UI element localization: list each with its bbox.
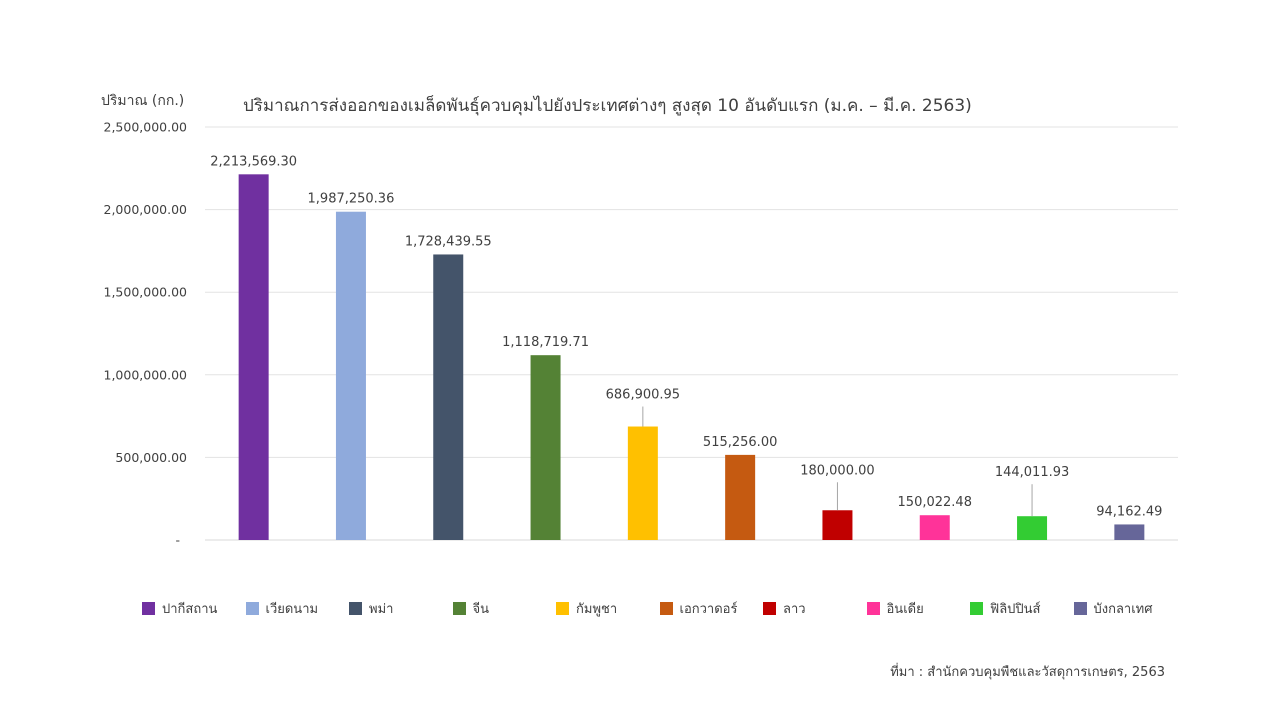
legend-label: อินเดีย [886,602,924,617]
bar-10 [1114,524,1145,540]
legend-swatch [142,602,155,615]
bar-4 [530,355,561,540]
y-tick-label: 2,000,000.00 [104,202,188,217]
bar-2 [335,211,366,540]
legend-item: อินเดีย [866,598,924,619]
chart-legend: ปากีสถาน เวียดนาม พม่า จีน กัมพูชา เอกวาดอร์ ล… [142,598,1182,620]
data-label: 2,213,569.30 [210,154,297,169]
legend-swatch [1073,602,1087,615]
y-tick-label: - [175,533,180,548]
bar-9 [1017,516,1048,540]
data-label: 515,256.00 [703,435,777,450]
bar-3 [433,254,464,540]
data-label: 180,000.00 [800,463,874,478]
data-label: 150,022.48 [898,495,972,510]
legend-swatch [659,602,673,615]
data-label: 686,900.95 [606,388,680,403]
data-label: 1,987,250.36 [308,192,395,207]
legend-swatch [970,602,983,615]
legend-item: บังกลาเทศ [1073,598,1153,619]
legend-item: เวียดนาม [245,598,319,619]
bar-5 [627,426,658,540]
legend-item: ลาว [763,598,806,619]
legend-label: ปากีสถาน [162,602,218,617]
bar-8 [919,515,950,540]
legend-swatch [866,602,880,615]
y-tick-label: 1,000,000.00 [104,367,188,382]
legend-item: พม่า [349,598,393,619]
legend-label: ลาว [783,602,806,617]
data-label: 144,011.93 [995,465,1069,480]
legend-item: เอกวาดอร์ [659,598,738,619]
legend-swatch [245,602,259,615]
bar-6 [725,454,756,540]
legend-label: บังกลาเทศ [1093,602,1153,617]
data-label: 1,118,719.71 [502,335,589,350]
legend-swatch [556,602,569,615]
legend-label: กัมพูชา [576,602,618,617]
legend-label: พม่า [369,602,394,617]
legend-item: กัมพูชา [556,598,617,619]
legend-label: ฟิลิปปินส์ [990,602,1041,617]
y-tick-label: 2,500,000.00 [104,120,188,135]
legend-label: จีน [472,602,490,617]
data-label: 94,162.49 [1096,504,1162,519]
legend-item: จีน [452,598,490,619]
data-label: 1,728,439.55 [405,234,492,249]
legend-label: เวียดนาม [265,602,319,617]
legend-swatch [349,602,362,615]
y-tick-label: 500,000.00 [115,450,187,465]
legend-label: เอกวาดอร์ [679,602,738,617]
y-tick-label: 1,500,000.00 [104,285,188,300]
chart-title: ปริมาณการส่งออกของเมล็ดพันธุ์ควบคุมไปยัง… [243,96,972,116]
bar-7 [822,510,853,540]
bar-1 [238,174,269,540]
legend-item: ปากีสถาน [142,598,217,619]
legend-swatch [452,602,466,615]
legend-item: ฟิลิปปินส์ [970,598,1041,619]
legend-swatch [763,602,776,615]
y-axis-label: ปริมาณ (กก.) [101,93,185,109]
source-note: ที่มา : สำนักควบคุมพืชและวัสดุการเกษตร, … [890,665,1165,680]
